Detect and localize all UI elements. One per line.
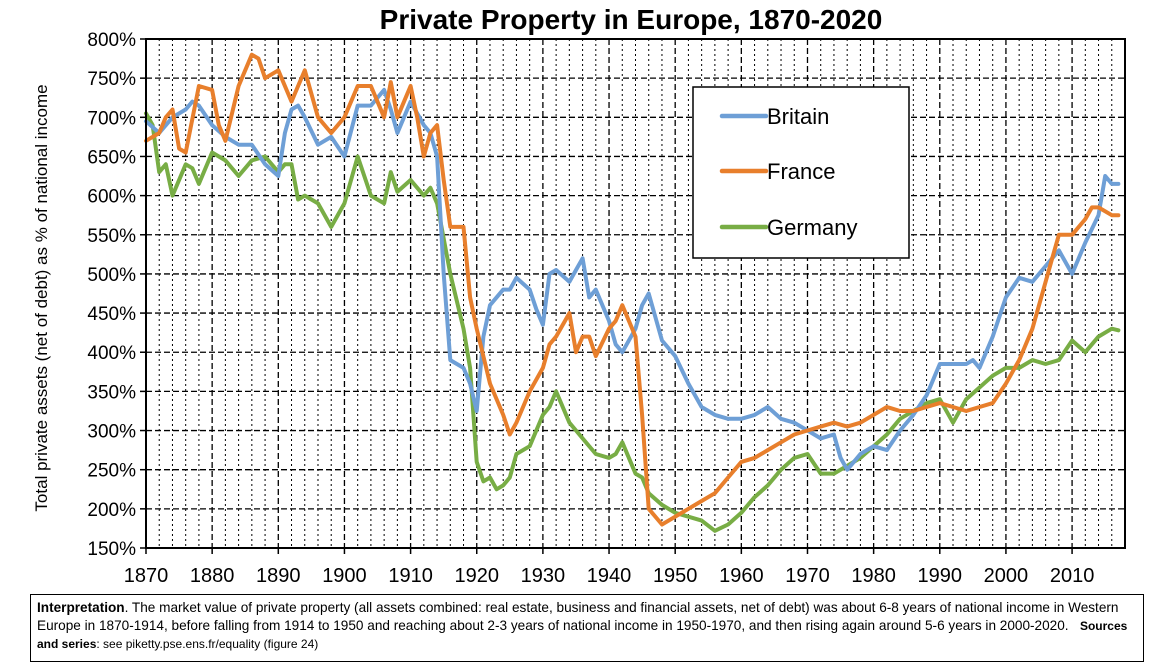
- x-tick-label: 1920: [454, 565, 499, 587]
- y-tick-label: 150%: [87, 539, 136, 560]
- x-tick-label: 1880: [190, 565, 235, 587]
- y-tick-label: 350%: [87, 382, 136, 403]
- x-tick-label: 1960: [719, 565, 764, 587]
- y-tick-label: 300%: [87, 422, 136, 443]
- y-tick-label: 450%: [87, 304, 136, 325]
- x-tick-label: 1970: [785, 565, 830, 587]
- y-tick-label: 650%: [87, 147, 136, 168]
- y-tick-label: 500%: [87, 265, 136, 286]
- series-line-germany: [144, 111, 1121, 533]
- x-tick-label: 1950: [653, 565, 698, 587]
- y-ticks: 150% 200% 250% 300% 350% 400% 450% 500% 550% 600%…: [87, 30, 146, 560]
- y-tick-label: 250%: [87, 461, 136, 482]
- legend-label: Germany: [767, 215, 857, 240]
- legend-label: France: [767, 159, 835, 184]
- x-tick-label: 2000: [984, 565, 1029, 587]
- x-tick-label: 1990: [918, 565, 963, 587]
- interpretation-note: Interpretation. The market value of priv…: [30, 594, 1144, 662]
- sources-label: Sources and series: [37, 618, 1128, 652]
- plot-frame: [145, 38, 1126, 549]
- x-tick-label: 1980: [851, 565, 896, 587]
- x-tick-label: 1940: [587, 565, 632, 587]
- sources-text: : see piketty.pse.ens.fr/equality (figur…: [96, 637, 319, 651]
- x-tick-label: 2010: [1050, 565, 1095, 587]
- legend-item-britain: Britain: [719, 104, 829, 129]
- y-tick-label: 750%: [87, 69, 136, 90]
- x-tick-label: 1910: [388, 565, 433, 587]
- x-tick-label: 1870: [124, 565, 169, 587]
- legend: Britain France Germany: [692, 86, 910, 259]
- interpretation-text: . The market value of private property (…: [37, 600, 1119, 633]
- y-tick-label: 400%: [87, 343, 136, 364]
- legend-label: Britain: [767, 104, 829, 129]
- y-tick-label: 200%: [87, 500, 136, 521]
- chart: Private Property in Europe, 1870-2020 To…: [32, 4, 1126, 587]
- y-tick-label: 600%: [87, 187, 136, 208]
- x-tick-label: 1900: [322, 565, 367, 587]
- legend-item-germany: Germany: [719, 215, 857, 240]
- y-tick-label: 550%: [87, 226, 136, 247]
- y-tick-label: 800%: [87, 30, 136, 51]
- series-line-france: [144, 52, 1121, 527]
- y-axis-label: Total private assets (net of debt) as % …: [32, 84, 51, 511]
- interpretation-label: Interpretation: [37, 600, 125, 615]
- x-ticks: 1870 1880 1890 1900 1910 1920 1930 1940 1950 1960…: [124, 548, 1095, 587]
- legend-item-france: France: [719, 159, 835, 184]
- series-layer: [144, 52, 1121, 533]
- x-tick-label: 1890: [256, 565, 301, 587]
- series-line-britain: [144, 87, 1121, 472]
- x-tick-label: 1930: [521, 565, 566, 587]
- gridlines: [146, 39, 1125, 548]
- chart-title: Private Property in Europe, 1870-2020: [380, 4, 883, 35]
- y-tick-label: 700%: [87, 108, 136, 129]
